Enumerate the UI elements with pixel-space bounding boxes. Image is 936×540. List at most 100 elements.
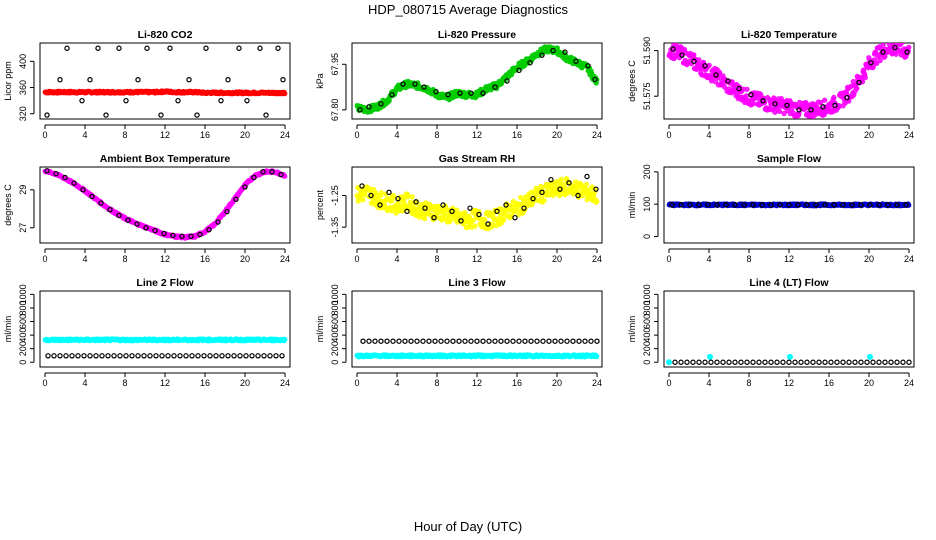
data-point — [822, 97, 828, 103]
data-point — [123, 97, 129, 104]
data-point — [575, 192, 581, 199]
data-point — [263, 112, 269, 118]
data-point — [696, 359, 702, 365]
data-point — [179, 233, 185, 240]
x-tick-label: 8 — [122, 254, 127, 264]
data-point — [849, 202, 855, 208]
data-point — [99, 353, 105, 359]
plot-frame — [663, 290, 915, 368]
data-point — [167, 45, 173, 51]
data-point — [93, 353, 99, 359]
data-point — [876, 359, 882, 365]
data-point — [44, 112, 50, 118]
x-tick-label: 8 — [122, 130, 127, 140]
data-point — [760, 98, 766, 104]
data-point — [396, 338, 402, 344]
data-point — [707, 353, 713, 360]
data-point — [552, 338, 558, 344]
data-point — [440, 202, 446, 208]
data-point — [795, 202, 801, 208]
data-point — [466, 214, 472, 220]
data-point — [743, 93, 750, 99]
data-point — [705, 201, 711, 208]
x-tick-label: 20 — [240, 378, 250, 388]
data-point — [152, 227, 158, 234]
data-point — [768, 202, 774, 208]
data-point — [843, 90, 850, 96]
data-point — [888, 359, 894, 365]
panel-8: Line 4 (LT) Flow ml/min 0 4 8 12 16 20 24 0 200400… — [627, 277, 915, 388]
data-point — [844, 95, 850, 101]
series-samples — [669, 201, 909, 208]
y-tick-label: 320 — [18, 106, 28, 121]
data-point — [834, 359, 840, 365]
x-axis-label: Hour of Day (UTC) — [414, 519, 522, 534]
data-point — [810, 359, 816, 365]
data-point — [846, 359, 852, 365]
data-point — [218, 97, 224, 104]
data-point — [870, 359, 876, 365]
panel-title: Sample Flow — [757, 153, 822, 165]
x-tick-label: 16 — [512, 130, 522, 140]
data-point — [231, 353, 237, 359]
data-point — [494, 208, 500, 215]
data-point — [516, 338, 522, 344]
x-tick-label: 12 — [784, 378, 794, 388]
data-point — [366, 338, 372, 344]
x-tick-label: 0 — [354, 378, 359, 388]
data-point — [371, 201, 377, 207]
data-point — [420, 338, 426, 344]
x-tick-label: 0 — [42, 254, 47, 264]
data-point — [207, 353, 213, 359]
data-point — [480, 338, 486, 344]
data-point — [282, 91, 288, 97]
x-tick-label: 16 — [512, 254, 522, 264]
data-point — [57, 353, 63, 359]
data-point — [899, 43, 905, 46]
data-point — [75, 353, 81, 359]
series-average — [666, 353, 873, 366]
data-point — [813, 202, 819, 208]
y-tick-label: 1000 — [18, 284, 28, 304]
data-point — [123, 353, 129, 359]
data-point — [456, 338, 462, 344]
data-point — [454, 207, 460, 213]
x-tick-label: 16 — [200, 130, 210, 140]
data-point — [804, 359, 810, 365]
y-tick-label: 51.575 — [642, 82, 652, 110]
data-point — [566, 180, 572, 186]
plot-area — [354, 173, 600, 232]
data-point — [744, 86, 750, 92]
data-point — [530, 195, 536, 202]
data-point — [516, 67, 522, 74]
x-tick-label: 8 — [122, 378, 127, 388]
series-average — [42, 168, 288, 241]
y-tick-label: 800 — [330, 300, 340, 315]
data-point — [750, 202, 756, 208]
plot-area — [42, 336, 288, 359]
x-tick-label: 8 — [434, 130, 439, 140]
panel-title: Li-820 Pressure — [438, 29, 516, 41]
data-point — [840, 202, 846, 208]
data-point — [585, 63, 591, 69]
data-point — [822, 202, 828, 208]
data-point — [500, 217, 507, 223]
data-point — [708, 359, 714, 365]
series-average-high — [42, 336, 288, 344]
x-tick-label: 8 — [746, 130, 751, 140]
data-point — [678, 359, 684, 365]
data-point — [792, 359, 798, 365]
data-point — [828, 359, 834, 365]
data-point — [592, 76, 598, 83]
data-point — [368, 192, 374, 199]
x-tick-label: 12 — [160, 378, 170, 388]
y-axis-label: Licor ppm — [3, 61, 13, 101]
x-tick-label: 24 — [280, 254, 290, 264]
data-point — [550, 47, 556, 54]
data-point — [378, 338, 384, 344]
data-point — [831, 202, 837, 208]
data-point — [738, 359, 744, 365]
data-point — [759, 202, 765, 208]
x-tick-label: 4 — [82, 254, 87, 264]
x-tick-label: 16 — [512, 378, 522, 388]
